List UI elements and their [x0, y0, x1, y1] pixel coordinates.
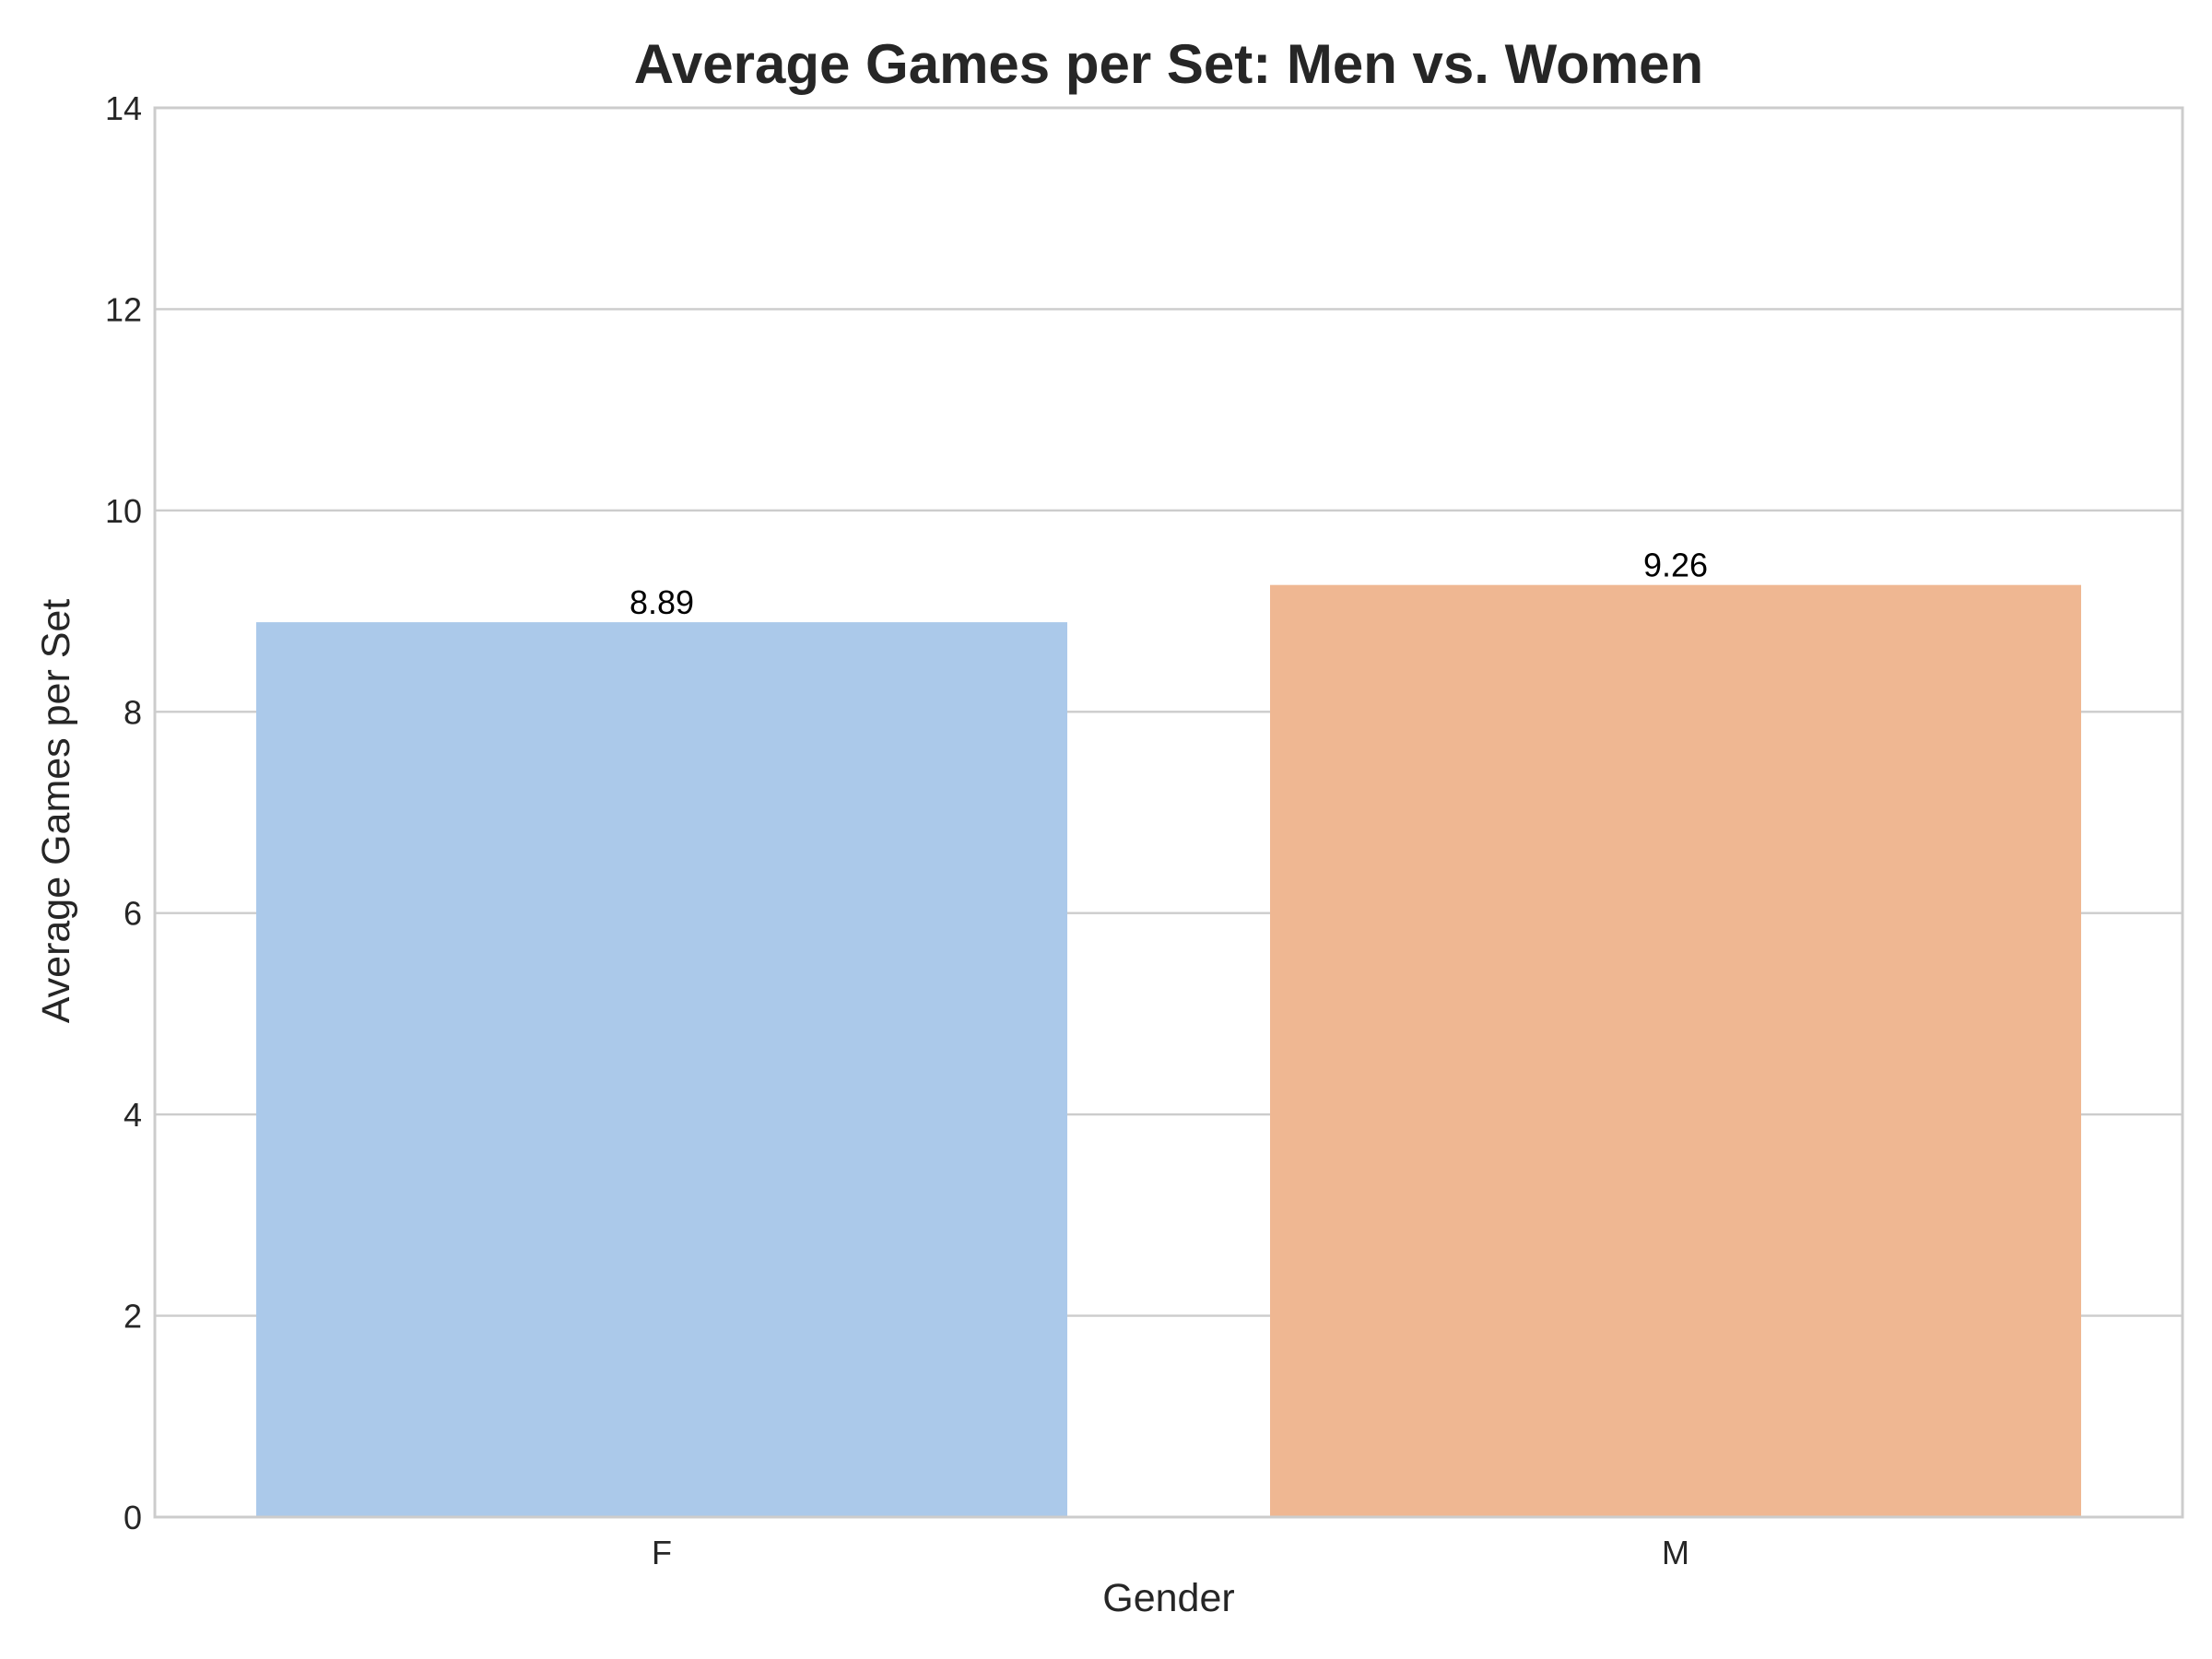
- x-tick-label-f: F: [652, 1534, 672, 1571]
- y-tick-label: 0: [124, 1499, 142, 1536]
- bar-m: [1270, 584, 2081, 1517]
- y-tick-labels: 0 2 4 6 8 10 12 14: [105, 89, 142, 1536]
- bar-f: [256, 622, 1067, 1517]
- y-tick-label: 6: [124, 895, 142, 933]
- y-tick-label: 12: [105, 290, 142, 328]
- data-label-m: 9.26: [1643, 547, 1708, 584]
- y-tick-label: 10: [105, 492, 142, 530]
- y-tick-label: 14: [105, 89, 142, 127]
- y-tick-label: 2: [124, 1298, 142, 1335]
- bars: [256, 584, 2081, 1517]
- x-tick-label-m: M: [1662, 1534, 1689, 1571]
- y-axis-label: Average Games per Set: [34, 599, 78, 1024]
- plot-frame: [153, 106, 2184, 1519]
- x-axis-label: Gender: [1102, 1576, 1234, 1620]
- y-tick-label: 8: [124, 693, 142, 731]
- data-label-f: 8.89: [629, 583, 694, 621]
- chart-title: Average Games per Set: Men vs. Women: [634, 33, 1703, 95]
- y-tick-label: 4: [124, 1096, 142, 1134]
- data-labels: 8.89 9.26: [629, 547, 1708, 621]
